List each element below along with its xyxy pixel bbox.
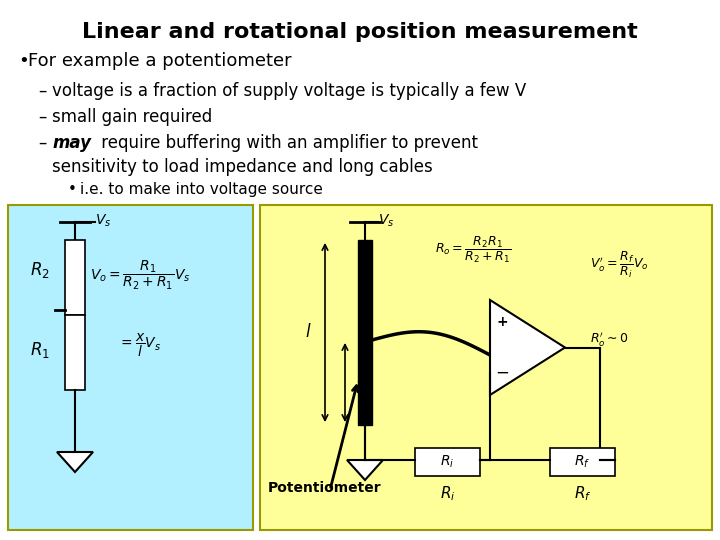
Text: require buffering with an amplifier to prevent: require buffering with an amplifier to p… — [96, 134, 478, 152]
Text: $V_o' = \dfrac{R_f}{R_i}V_o$: $V_o' = \dfrac{R_f}{R_i}V_o$ — [590, 250, 649, 280]
Bar — [415, 448, 480, 476]
Text: $V_s$: $V_s$ — [95, 213, 112, 230]
Text: $R_f$: $R_f$ — [575, 454, 590, 470]
Text: voltage is a fraction of supply voltage is typically a few V: voltage is a fraction of supply voltage … — [52, 82, 526, 100]
Bar — [550, 448, 615, 476]
Polygon shape — [347, 460, 383, 480]
Text: Linear and rotational position measurement: Linear and rotational position measureme… — [82, 22, 638, 42]
Text: $R_i$: $R_i$ — [441, 454, 454, 470]
Text: $R_f$: $R_f$ — [574, 485, 591, 503]
Text: $R_i$: $R_i$ — [440, 485, 455, 503]
Polygon shape — [57, 452, 93, 472]
Text: −: − — [495, 364, 509, 382]
Text: small gain required: small gain required — [52, 108, 212, 126]
Text: $= \dfrac{x}{l}V_s$: $= \dfrac{x}{l}V_s$ — [118, 332, 162, 359]
Bar — [65, 240, 85, 315]
Text: sensitivity to load impedance and long cables: sensitivity to load impedance and long c… — [52, 158, 433, 176]
Bar — [260, 205, 712, 530]
Text: $R_2$: $R_2$ — [30, 260, 50, 280]
Text: •: • — [18, 52, 29, 70]
Bar — [358, 240, 372, 425]
Text: $x$: $x$ — [355, 377, 366, 393]
Text: –: – — [38, 134, 46, 152]
Text: $R_1$: $R_1$ — [30, 340, 50, 360]
Text: $R_o' \sim 0$: $R_o' \sim 0$ — [590, 330, 629, 348]
Polygon shape — [490, 300, 565, 395]
Text: $V_s$: $V_s$ — [378, 213, 395, 230]
Text: i.e. to make into voltage source: i.e. to make into voltage source — [80, 182, 323, 197]
Text: may: may — [52, 134, 91, 152]
Bar — [65, 315, 85, 390]
Text: $V_o = \dfrac{R_1}{R_2 + R_1}V_s$: $V_o = \dfrac{R_1}{R_2 + R_1}V_s$ — [90, 259, 190, 292]
Text: For example a potentiometer: For example a potentiometer — [28, 52, 292, 70]
Text: –: – — [38, 108, 46, 126]
Text: +: + — [496, 315, 508, 329]
Bar — [8, 205, 253, 530]
Text: –: – — [38, 82, 46, 100]
Text: $R_o = \dfrac{R_2R_1}{R_2 + R_1}$: $R_o = \dfrac{R_2R_1}{R_2 + R_1}$ — [435, 235, 511, 265]
Text: $l$: $l$ — [305, 323, 311, 341]
Text: Potentiometer: Potentiometer — [268, 481, 382, 495]
Text: •: • — [68, 182, 77, 197]
